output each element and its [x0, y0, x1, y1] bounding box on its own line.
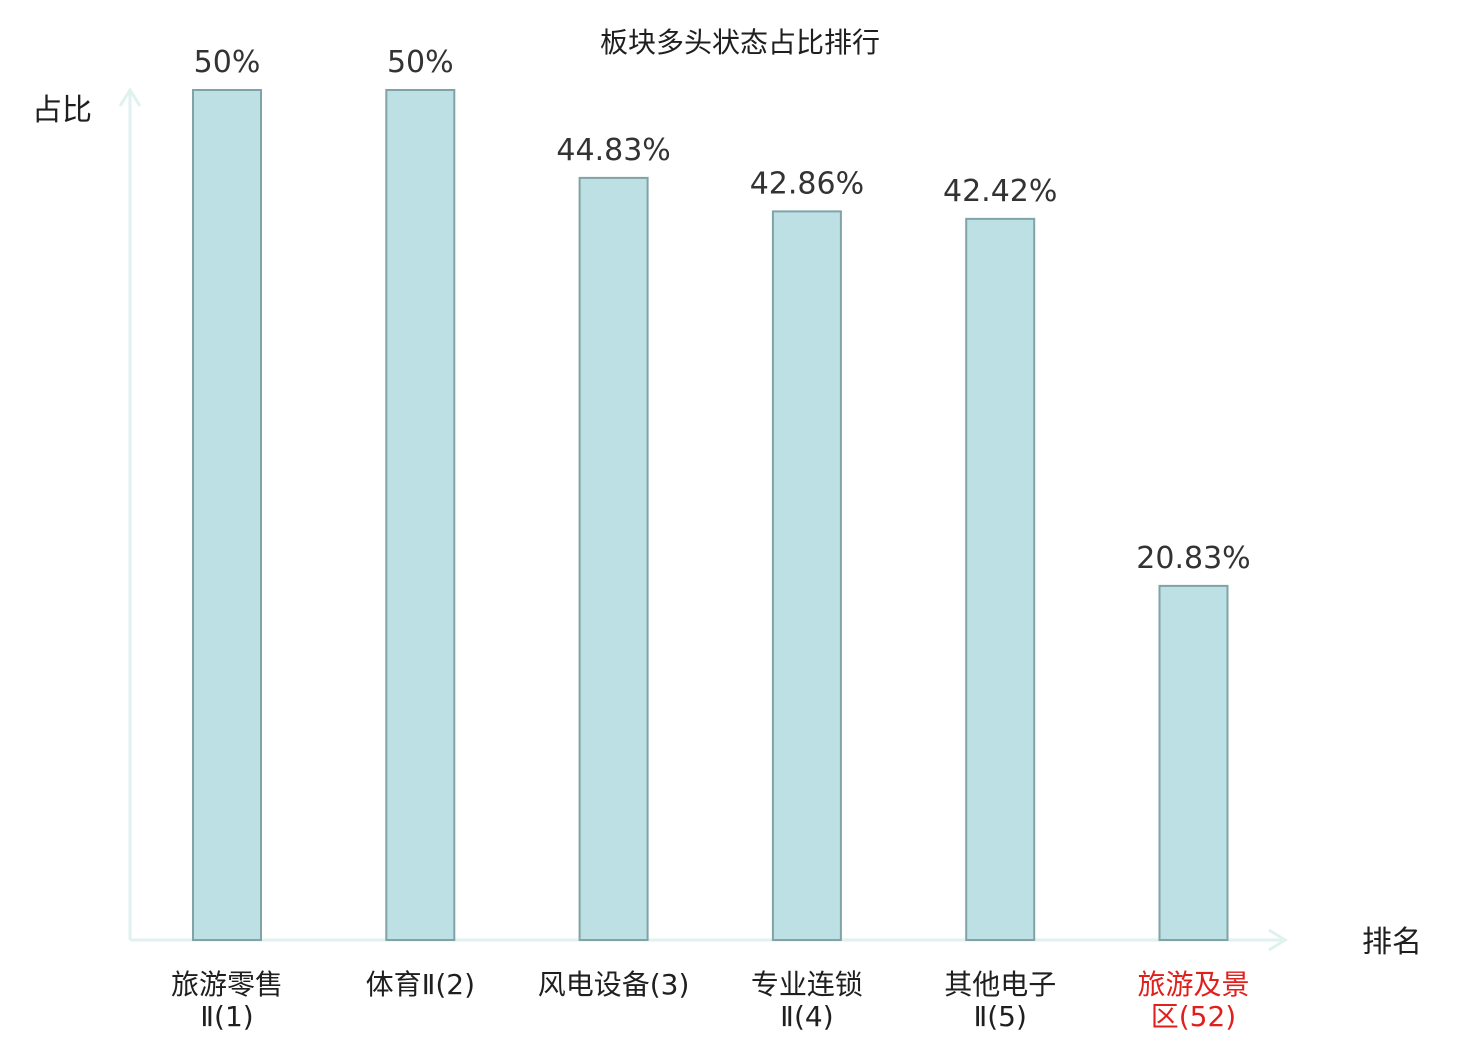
bar	[1158, 584, 1229, 941]
category-label-line: 旅游零售	[171, 968, 283, 1001]
bars-group	[192, 89, 1229, 942]
y-axis-label: 占比	[32, 93, 92, 128]
chart-title: 板块多头状态占比排行	[600, 26, 880, 59]
category-label-line: 其他电子	[944, 968, 1056, 1001]
bar-value-label: 50%	[387, 45, 454, 80]
bar-value-label: 42.42%	[943, 174, 1057, 209]
bar	[965, 217, 1036, 942]
category-label-line: Ⅱ(4)	[780, 1000, 833, 1033]
category-label-line: 风电设备(3)	[538, 968, 690, 1001]
category-label: 旅游及景区(52)	[1137, 968, 1249, 1033]
category-label-line: 旅游及景	[1137, 968, 1249, 1001]
bar-value-label: 44.83%	[556, 133, 670, 168]
category-label-line: 体育Ⅱ(2)	[366, 968, 475, 1001]
bar-value-label: 42.86%	[750, 166, 864, 201]
bar	[385, 89, 456, 941]
category-labels-group: 旅游零售 Ⅱ(1) 体育Ⅱ(2) 风电设备(3) 专业连锁 Ⅱ(4) 其他电子 Ⅱ(5) 旅游及…	[171, 968, 1250, 1033]
category-label: 旅游零售 Ⅱ(1)	[171, 968, 283, 1033]
axes	[118, 87, 1288, 952]
bar	[578, 176, 649, 941]
x-axis-label: 排名	[1362, 925, 1422, 960]
category-label: 风电设备(3)	[538, 968, 690, 1001]
category-label-line: Ⅱ(1)	[200, 1000, 253, 1033]
x-axis-arrow	[1268, 928, 1288, 952]
category-label: 专业连锁 Ⅱ(4)	[751, 968, 863, 1033]
bar	[192, 89, 262, 941]
bar-value-label: 50%	[194, 45, 261, 80]
bar	[771, 210, 842, 941]
category-label: 其他电子 Ⅱ(5)	[944, 968, 1056, 1033]
category-label: 体育Ⅱ(2)	[366, 968, 475, 1001]
y-axis-arrow	[118, 87, 142, 107]
category-label-line: 专业连锁	[751, 968, 863, 1001]
value-labels-group: 50% 50% 44.83% 42.86% 42.42% 20.83%	[194, 45, 1251, 576]
category-label-line: 区(52)	[1151, 1000, 1236, 1033]
category-label-line: Ⅱ(5)	[973, 1000, 1026, 1033]
bar-value-label: 20.83%	[1136, 541, 1250, 576]
